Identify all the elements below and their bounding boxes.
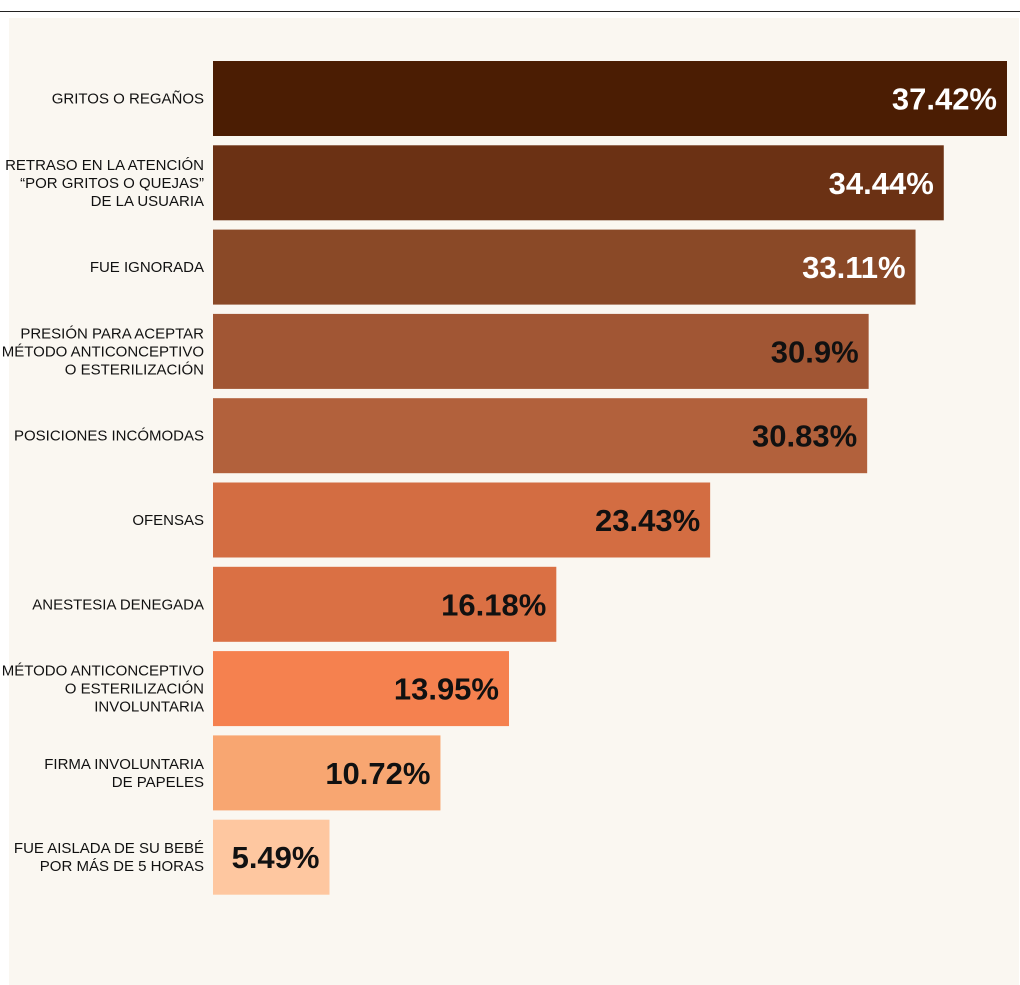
- bar: [213, 566, 557, 642]
- bar-value-label: 13.95%: [394, 672, 499, 707]
- category-label-line: MÉTODO ANTICONCEPTIVO: [2, 663, 204, 680]
- category-label: FUE IGNORADA: [90, 259, 204, 276]
- bar: [213, 735, 441, 811]
- bar: [213, 61, 1007, 136]
- bar-value-label: 5.49%: [232, 840, 320, 875]
- bar: [213, 145, 944, 221]
- bar-value-label: 16.18%: [441, 587, 546, 622]
- category-label: ANESTESIA DENEGADA: [32, 596, 204, 613]
- category-label-line: UN MÉTODO ANTICONCEPTIVO: [0, 343, 204, 360]
- bar-value-label: 34.44%: [829, 166, 934, 201]
- category-label-line: INVOLUNTARIA: [94, 699, 204, 716]
- category-label: PRESIÓN PARA ACEPTARUN MÉTODO ANTICONCEP…: [0, 325, 204, 378]
- category-label: POSICIONES INCÓMODAS: [14, 428, 204, 445]
- bar-value-label: 30.9%: [771, 334, 859, 369]
- category-label: RETRASO EN LA ATENCIÓN“POR GRITOS O QUEJ…: [5, 157, 204, 210]
- bar-value-label: 37.42%: [892, 82, 997, 117]
- top-divider: [0, 11, 1020, 12]
- category-label-line: PRESIÓN PARA ACEPTAR: [20, 325, 204, 342]
- category-label-line: POR MÁS DE 5 HORAS: [40, 858, 204, 875]
- category-label-line: DE LA USUARIA: [91, 193, 204, 210]
- category-label-line: GRITOS O REGAÑOS: [52, 91, 204, 108]
- category-label-line: POSICIONES INCÓMODAS: [14, 428, 204, 445]
- category-label-line: RETRASO EN LA ATENCIÓN: [5, 157, 204, 174]
- bar-value-label: 10.72%: [325, 756, 430, 791]
- bar: [213, 482, 711, 558]
- category-label: GRITOS O REGAÑOS: [52, 91, 204, 108]
- category-label-line: “POR GRITOS O QUEJAS”: [20, 175, 204, 192]
- category-label: OFENSAS: [132, 512, 204, 529]
- bar-value-label: 30.83%: [752, 419, 857, 454]
- category-label-line: O ESTERILIZACIÓN: [65, 361, 204, 378]
- bar: [213, 313, 869, 389]
- category-label-line: O ESTERILIZACIÓN: [65, 681, 204, 698]
- bar: [213, 229, 916, 305]
- category-label-line: FUE AISLADA DE SU BEBÉ: [14, 840, 204, 857]
- bar: [213, 651, 509, 727]
- category-label-line: FIRMA INVOLUNTARIA: [44, 756, 204, 773]
- category-label-line: ANESTESIA DENEGADA: [32, 596, 204, 613]
- category-label-line: OFENSAS: [132, 512, 204, 529]
- bar-value-label: 33.11%: [802, 250, 905, 285]
- bar-value-label: 23.43%: [595, 503, 700, 538]
- category-label-line: DE PAPELES: [112, 774, 204, 791]
- bar: [213, 398, 868, 474]
- bar: [213, 819, 330, 895]
- category-label-line: FUE IGNORADA: [90, 259, 204, 276]
